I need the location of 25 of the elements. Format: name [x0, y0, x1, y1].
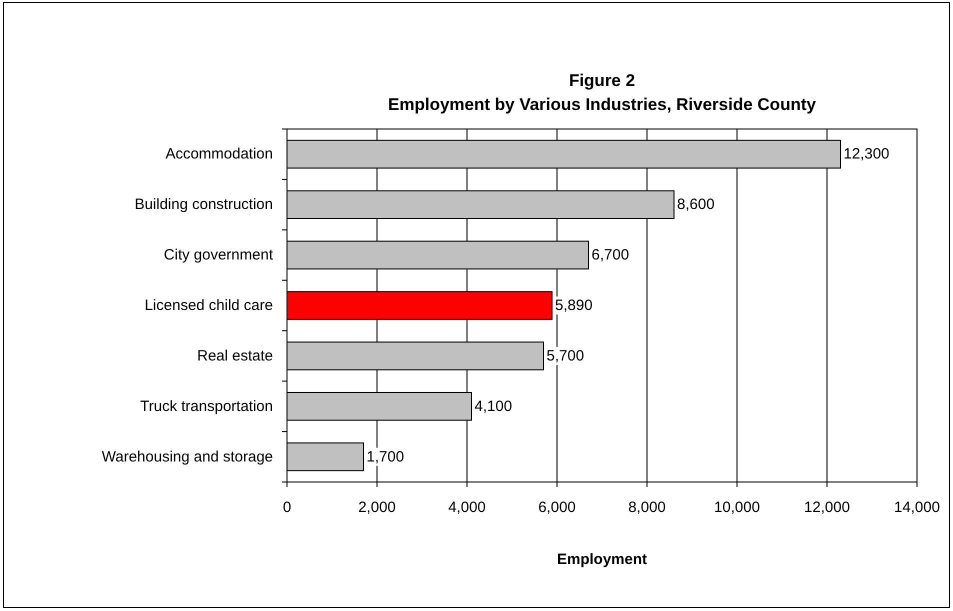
- y-tick-label: Warehousing and storage: [102, 448, 273, 466]
- chart-title: Figure 2: [568, 71, 636, 90]
- data-label: 5,890: [555, 297, 593, 314]
- data-label: 6,700: [592, 246, 630, 264]
- x-tick-label: 10,000: [714, 499, 760, 516]
- x-tick-label: 4,000: [448, 499, 486, 516]
- data-label: 5,700: [546, 347, 584, 364]
- x-tick-label: 6,000: [538, 499, 576, 516]
- x-tick-label: 14,000: [894, 499, 940, 516]
- x-tick-label: 2,000: [358, 499, 396, 516]
- y-tick-label: Building construction: [134, 196, 273, 214]
- data-label: 4,100: [474, 398, 512, 415]
- data-label: 8,600: [677, 196, 715, 214]
- y-tick-label: Accommodation: [165, 146, 273, 163]
- x-tick-label: 0: [282, 499, 292, 516]
- y-tick-label: Real estate: [197, 347, 273, 364]
- y-tick-label: Licensed child care: [144, 297, 273, 314]
- data-label: 12,300: [844, 146, 890, 163]
- x-tick-label: 12,000: [804, 499, 850, 516]
- y-tick-label: City government: [164, 246, 274, 264]
- y-tick-label: Truck transportation: [140, 398, 273, 415]
- data-label: 1,700: [366, 448, 404, 466]
- chart-subtitle: Employment by Various Industries, Riverside County: [388, 95, 817, 114]
- x-tick-label: 8,000: [628, 499, 666, 516]
- x-axis-title: Employment: [556, 551, 648, 568]
